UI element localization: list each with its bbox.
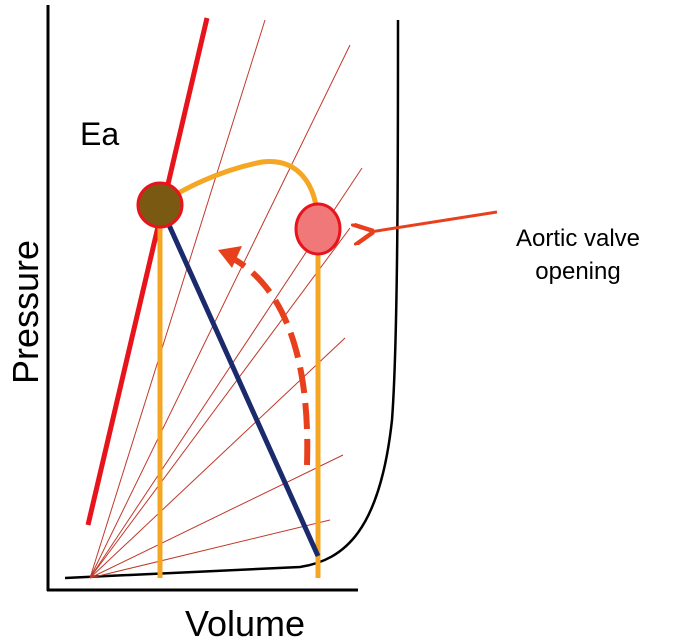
elastance-line: [89, 19, 266, 579]
elastance-line: [89, 454, 344, 579]
navy-line: [157, 203, 321, 558]
annotation-arrow: [370, 210, 498, 232]
axes: [46, 5, 358, 592]
edpvr-curve: [64, 19, 400, 580]
x-axis-label: Volume: [185, 603, 305, 641]
annotation-line: opening: [535, 258, 620, 285]
elastance-lines: [89, 19, 363, 579]
ea-label: Ea: [80, 116, 119, 152]
ea-line: [85, 17, 210, 526]
elastance-line: [89, 519, 331, 579]
annotation-line: Aortic valve: [516, 225, 640, 252]
y-axis-label: Pressure: [5, 240, 46, 384]
elastance-line: [89, 44, 351, 579]
end-systolic-point: [136, 181, 184, 229]
aortic-valve-point: [294, 202, 342, 256]
dashed-arrow-head: [218, 246, 242, 268]
pv-loop: [157, 159, 321, 578]
dashed-arrow: [230, 255, 311, 466]
elastance-line: [89, 227, 351, 579]
